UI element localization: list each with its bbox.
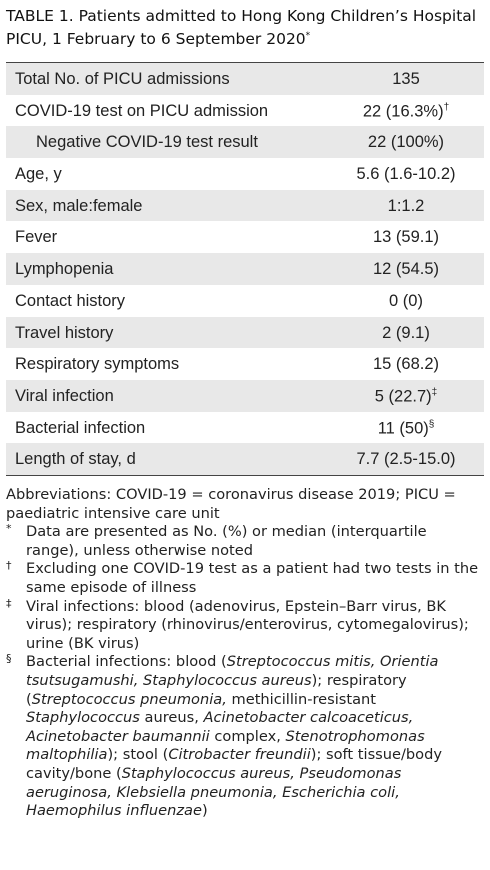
row-label: Total No. of PICU admissions [15, 70, 230, 88]
table-row: Bacterial infection 11 (50)§ [6, 412, 484, 444]
row-value-cell: 22 (100%) [306, 133, 490, 152]
footnote-text: Staphylococcus [26, 709, 140, 727]
table-row: Lymphopenia 12 (54.5) [6, 253, 484, 285]
footnote-text: methicillin-resistant [226, 690, 377, 708]
row-value-cell: 2 (9.1) [306, 324, 490, 343]
table-title: TABLE 1. Patients admitted to Hong Kong … [6, 6, 484, 49]
row-value: 22 (100%) [367, 133, 445, 152]
row-value: 22 (16.3%) [362, 102, 444, 121]
footnote-text: Citrobacter freundii [168, 746, 311, 764]
row-label: Bacterial infection [15, 418, 146, 437]
table-row: Viral infection 5 (22.7)‡ [6, 379, 484, 412]
footnote-text: Streptococcus pneumonia, [31, 690, 227, 708]
row-value-cell: 13 (59.1) [306, 228, 490, 247]
table-row: COVID-19 test on PICU admission 22 (16.3%… [6, 95, 484, 127]
footnote-marker: * [6, 522, 12, 536]
footnote-text: Bacterial infections: blood ( [26, 653, 227, 671]
row-value: 13 (59.1) [372, 228, 440, 247]
row-label: Lymphopenia [15, 260, 114, 279]
row-value-cell: 5.6 (1.6-10.2) [306, 165, 490, 184]
footnote-text: ); respiratory ( [26, 671, 407, 708]
row-label: Viral infection [15, 386, 114, 405]
row-value: 2 (9.1) [382, 323, 430, 342]
row-label: Respiratory symptoms [15, 355, 180, 374]
row-label: Sex, male:female [15, 196, 143, 215]
row-value-cell: 12 (54.5) [306, 260, 490, 279]
title-note: * [305, 31, 311, 41]
row-value: 135 [392, 70, 420, 88]
row-label: Negative COVID-19 test result [36, 133, 258, 152]
row-label: Fever [15, 228, 58, 247]
row-value-cell: 11 (50)§ [306, 419, 490, 439]
row-value: 5 (22.7) [374, 387, 432, 406]
table-row: Sex, male:female 1:1.2 [6, 189, 484, 222]
row-label: Travel history [15, 323, 114, 342]
row-note: ‡ [431, 386, 438, 398]
row-value-cell: 0 (0) [306, 292, 490, 311]
footnote-text: Excluding one COVID-19 test as a patient… [26, 560, 479, 596]
row-label: Contact history [15, 291, 126, 310]
table-row: Fever 13 (59.1) [6, 221, 484, 253]
row-value: 5.6 (1.6-10.2) [356, 165, 456, 184]
row-value-cell: 5 (22.7)‡ [306, 387, 490, 407]
footnote-text: Stenotrophomonas maltophilia [26, 727, 425, 764]
footnote-text: complex, [209, 727, 286, 745]
footnote-marker: ‡ [6, 596, 12, 610]
title-text: TABLE 1. Patients admitted to Hong Kong … [6, 7, 477, 49]
table-row: Respiratory symptoms 15 (68.2) [6, 348, 484, 380]
row-label: Age, y [15, 165, 62, 184]
row-value: 12 (54.5) [372, 260, 440, 279]
footnote-text: Streptococcus mitis, Orientia tsutsugamu… [26, 653, 439, 689]
footnote: ‡ Viral infections: blood (adenovirus, Ep… [6, 596, 484, 654]
table-row: Age, y 5.6 (1.6-10.2) [6, 158, 484, 190]
row-value-cell: 22 (16.3%)† [306, 102, 490, 122]
row-value: 15 (68.2) [372, 355, 440, 374]
row-label: Length of stay, d [15, 450, 136, 469]
row-note: § [428, 418, 435, 430]
row-value-cell: 7.7 (2.5-15.0) [306, 450, 490, 469]
row-value-cell: 1:1.2 [306, 197, 490, 216]
table: Total No. of PICU admissions 135 COVID-19 … [6, 62, 484, 476]
footnote: * Data are presented as No. (%) or median… [6, 522, 484, 560]
table-row: Travel history 2 (9.1) [6, 316, 484, 349]
table-row: Contact history 0 (0) [6, 285, 484, 317]
table-row: Length of stay, d 7.7 (2.5-15.0) [6, 443, 484, 475]
footnote-text: Staphylococcus aureus, Pseudomonas aerug… [26, 764, 402, 820]
row-value: 11 (50) [377, 419, 429, 438]
row-label: COVID-19 test on PICU admission [15, 101, 269, 120]
footnote-text: ) [201, 802, 208, 820]
abbreviations: Abbreviations: COVID-19 = coronavirus di… [6, 486, 456, 522]
footnote-text: aureus, [139, 709, 204, 727]
table-row: Negative COVID-19 test result 22 (100%) [6, 126, 484, 159]
row-value-cell: 15 (68.2) [306, 355, 490, 374]
footnote-marker: † [6, 559, 12, 573]
footnote: † Excluding one COVID-19 test as a patien… [6, 559, 484, 597]
footnotes: Abbreviations: COVID-19 = coronavirus di… [6, 486, 484, 821]
row-value: 1:1.2 [387, 196, 425, 215]
footnote-text: ); soft tissue/body cavity/bone ( [26, 746, 443, 782]
table-row: Total No. of PICU admissions 135 [6, 63, 484, 95]
row-value: 0 (0) [389, 291, 423, 310]
footnote-text: Data are presented as No. (%) or median … [26, 523, 427, 559]
row-value-cell: 135 [306, 70, 490, 89]
footnote-text: Acinetobacter calcoaceticus, Acinetobact… [26, 709, 414, 745]
footnote-marker: § [6, 652, 12, 666]
row-note: † [443, 101, 450, 113]
row-value: 7.7 (2.5-15.0) [356, 450, 456, 469]
footnote: § Bacterial infections: blood (Streptococ… [6, 652, 484, 820]
footnote-text: ); stool ( [107, 746, 169, 764]
footnote-text: Viral infections: blood (adenovirus, Eps… [26, 597, 469, 652]
